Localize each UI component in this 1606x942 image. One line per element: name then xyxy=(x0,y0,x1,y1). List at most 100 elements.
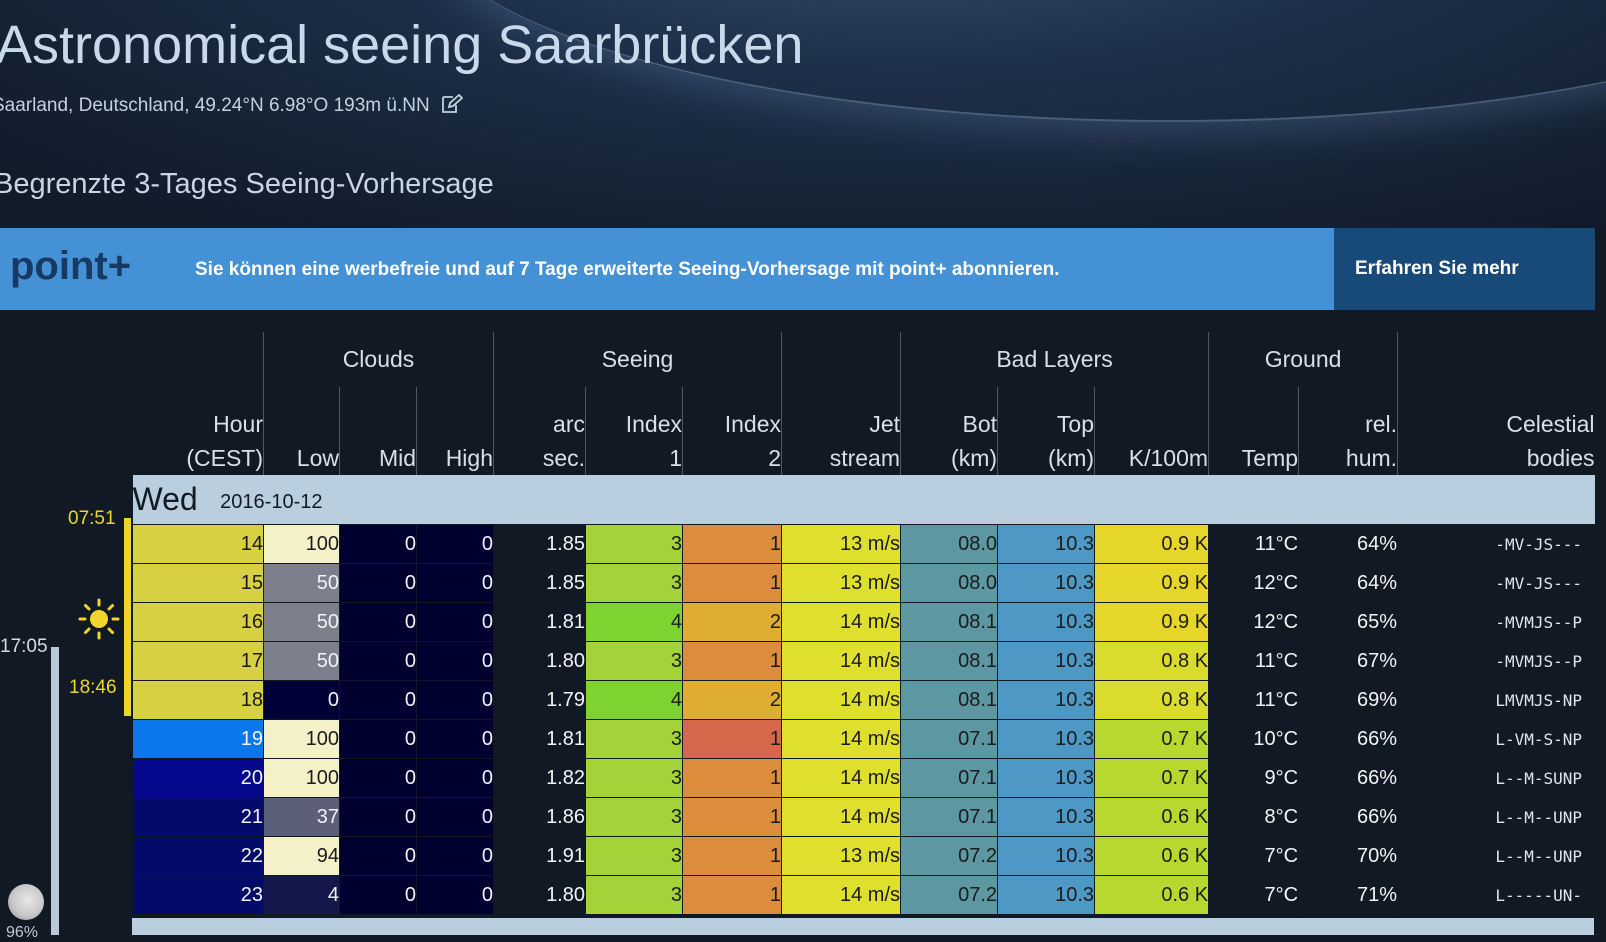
cell-top: 10.3 xyxy=(997,875,1096,915)
cell-hum: 64% xyxy=(1298,563,1399,603)
cell-hum: 66% xyxy=(1298,797,1399,837)
group-celestial-empty xyxy=(1397,332,1595,387)
cell-top: 10.3 xyxy=(997,563,1096,603)
cell-cel: L--M--UNP xyxy=(1397,797,1596,837)
cell-k: 0.9 K xyxy=(1094,524,1210,564)
cell-bot: 07.1 xyxy=(900,758,999,798)
cell-mid: 0 xyxy=(339,641,417,681)
group-ground: Ground xyxy=(1208,332,1398,387)
cell-mid: 0 xyxy=(339,719,417,759)
group-clouds: Clouds xyxy=(263,332,494,387)
group-bad-layers: Bad Layers xyxy=(900,332,1209,387)
cell-high: 0 xyxy=(416,602,494,642)
cell-k: 0.6 K xyxy=(1094,875,1210,915)
cell-index2: 1 xyxy=(681,758,783,798)
cell-k: 0.8 K xyxy=(1094,641,1210,681)
forecast-row: 18 0 0 0 1.79 4 2 14 m/s 08.1 10.3 0.8 K 11°C 69% LMV… xyxy=(132,680,1596,720)
cell-low: 50 xyxy=(263,563,340,603)
cell-arc: 1.81 xyxy=(493,602,586,642)
cell-arc: 1.82 xyxy=(493,758,586,798)
cell-bot: 08.0 xyxy=(900,563,999,603)
cell-jet: 14 m/s xyxy=(781,797,902,837)
learn-more-button[interactable]: Erfahren Sie mehr xyxy=(1334,228,1595,310)
cell-temp: 7°C xyxy=(1208,875,1300,915)
cell-k: 0.6 K xyxy=(1094,797,1210,837)
cell-index2: 2 xyxy=(681,602,783,642)
forecast-table: Clouds Seeing Bad Layers Ground Hour (CES… xyxy=(132,332,1596,915)
edit-icon[interactable] xyxy=(441,93,464,120)
cell-jet: 14 m/s xyxy=(781,758,902,798)
cell-low: 37 xyxy=(263,797,340,837)
cell-temp: 12°C xyxy=(1208,602,1300,642)
cell-index1: 3 xyxy=(585,875,683,915)
forecast-row: 16 50 0 0 1.81 4 2 14 m/s 08.1 10.3 0.9 K 12°C 65% -M… xyxy=(132,602,1596,642)
cell-low: 94 xyxy=(263,836,340,876)
cell-cel: L-----UN- xyxy=(1397,875,1596,915)
cell-index1: 3 xyxy=(585,758,683,798)
cell-arc: 1.91 xyxy=(493,836,586,876)
forecast-row: 15 50 0 0 1.85 3 1 13 m/s 08.0 10.3 0.9 K 12°C 64% -M… xyxy=(132,563,1596,603)
cell-index2: 1 xyxy=(681,836,783,876)
col-k100m: K/100m xyxy=(1094,387,1209,475)
cell-cel: L-VM-S-NP xyxy=(1397,719,1596,759)
cell-hour: 20 xyxy=(132,758,264,798)
sun-icon xyxy=(78,598,120,645)
cell-top: 10.3 xyxy=(997,797,1096,837)
cell-bot: 07.1 xyxy=(900,719,999,759)
cell-mid: 0 xyxy=(339,563,417,603)
cell-top: 10.3 xyxy=(997,758,1096,798)
column-header-row: Hour (CEST) Low Mid High arc sec. Index 1 I… xyxy=(133,387,1595,475)
sunset-time: 18:46 xyxy=(69,677,117,698)
cell-mid: 0 xyxy=(339,836,417,876)
cell-cel: L--M--UNP xyxy=(1397,836,1596,876)
day-date: 2016-10-12 xyxy=(220,491,323,513)
cell-cel: -MVMJS--P xyxy=(1397,641,1596,681)
cell-k: 0.7 K xyxy=(1094,719,1210,759)
cell-cel: -MVMJS--P xyxy=(1397,602,1596,642)
cell-mid: 0 xyxy=(339,875,417,915)
forecast-row: 21 37 0 0 1.86 3 1 14 m/s 07.1 10.3 0.6 K 8°C 66% L--… xyxy=(132,797,1596,837)
cell-cel: -MV-JS--- xyxy=(1397,524,1596,564)
cell-temp: 11°C xyxy=(1208,524,1300,564)
cell-high: 0 xyxy=(416,797,494,837)
cell-arc: 1.80 xyxy=(493,641,586,681)
group-jet-empty xyxy=(781,332,901,387)
cell-high: 0 xyxy=(416,680,494,720)
cell-hum: 70% xyxy=(1298,836,1399,876)
cell-jet: 14 m/s xyxy=(781,680,902,720)
cell-index2: 1 xyxy=(681,797,783,837)
cell-bot: 08.1 xyxy=(900,680,999,720)
cell-index1: 3 xyxy=(585,563,683,603)
cell-hum: 66% xyxy=(1298,758,1399,798)
cell-arc: 1.80 xyxy=(493,875,586,915)
hero-header: Astronomical seeing Saarbrücken Saarland… xyxy=(0,0,1606,228)
cell-temp: 9°C xyxy=(1208,758,1300,798)
cell-top: 10.3 xyxy=(997,719,1096,759)
cell-bot: 08.1 xyxy=(900,602,999,642)
cell-k: 0.8 K xyxy=(1094,680,1210,720)
cell-k: 0.9 K xyxy=(1094,563,1210,603)
cell-hour: 16 xyxy=(132,602,264,642)
location-text: Saarland, Deutschland, 49.24°N 6.98°O 19… xyxy=(0,95,430,116)
page-title: Astronomical seeing Saarbrücken xyxy=(0,15,804,75)
forecast-row: 14 100 0 0 1.85 3 1 13 m/s 08.0 10.3 0.9 K 11°C 64% -… xyxy=(132,524,1596,564)
col-bot: Bot (km) xyxy=(900,387,998,475)
group-seeing: Seeing xyxy=(492,332,782,387)
cell-index2: 1 xyxy=(681,641,783,681)
cell-hour: 19 xyxy=(132,719,264,759)
cell-hour: 21 xyxy=(132,797,264,837)
day-header-row: Wed 2016-10-12 xyxy=(132,475,1595,525)
daylight-bar xyxy=(124,518,131,716)
next-day-header-row xyxy=(132,918,1594,935)
cell-low: 100 xyxy=(263,524,340,564)
cell-hum: 64% xyxy=(1298,524,1399,564)
cell-index1: 3 xyxy=(585,641,683,681)
col-jet: Jet stream xyxy=(781,387,901,475)
forecast-row: 22 94 0 0 1.91 3 1 13 m/s 07.2 10.3 0.6 K 7°C 70% L--… xyxy=(132,836,1596,876)
cell-high: 0 xyxy=(416,875,494,915)
forecast-row: 19 100 0 0 1.81 3 1 14 m/s 07.1 10.3 0.7 K 10°C 66% L… xyxy=(132,719,1596,759)
cell-hour: 18 xyxy=(132,680,264,720)
cell-k: 0.6 K xyxy=(1094,836,1210,876)
col-arc: arc sec. xyxy=(493,387,586,475)
cell-bot: 07.2 xyxy=(900,836,999,876)
